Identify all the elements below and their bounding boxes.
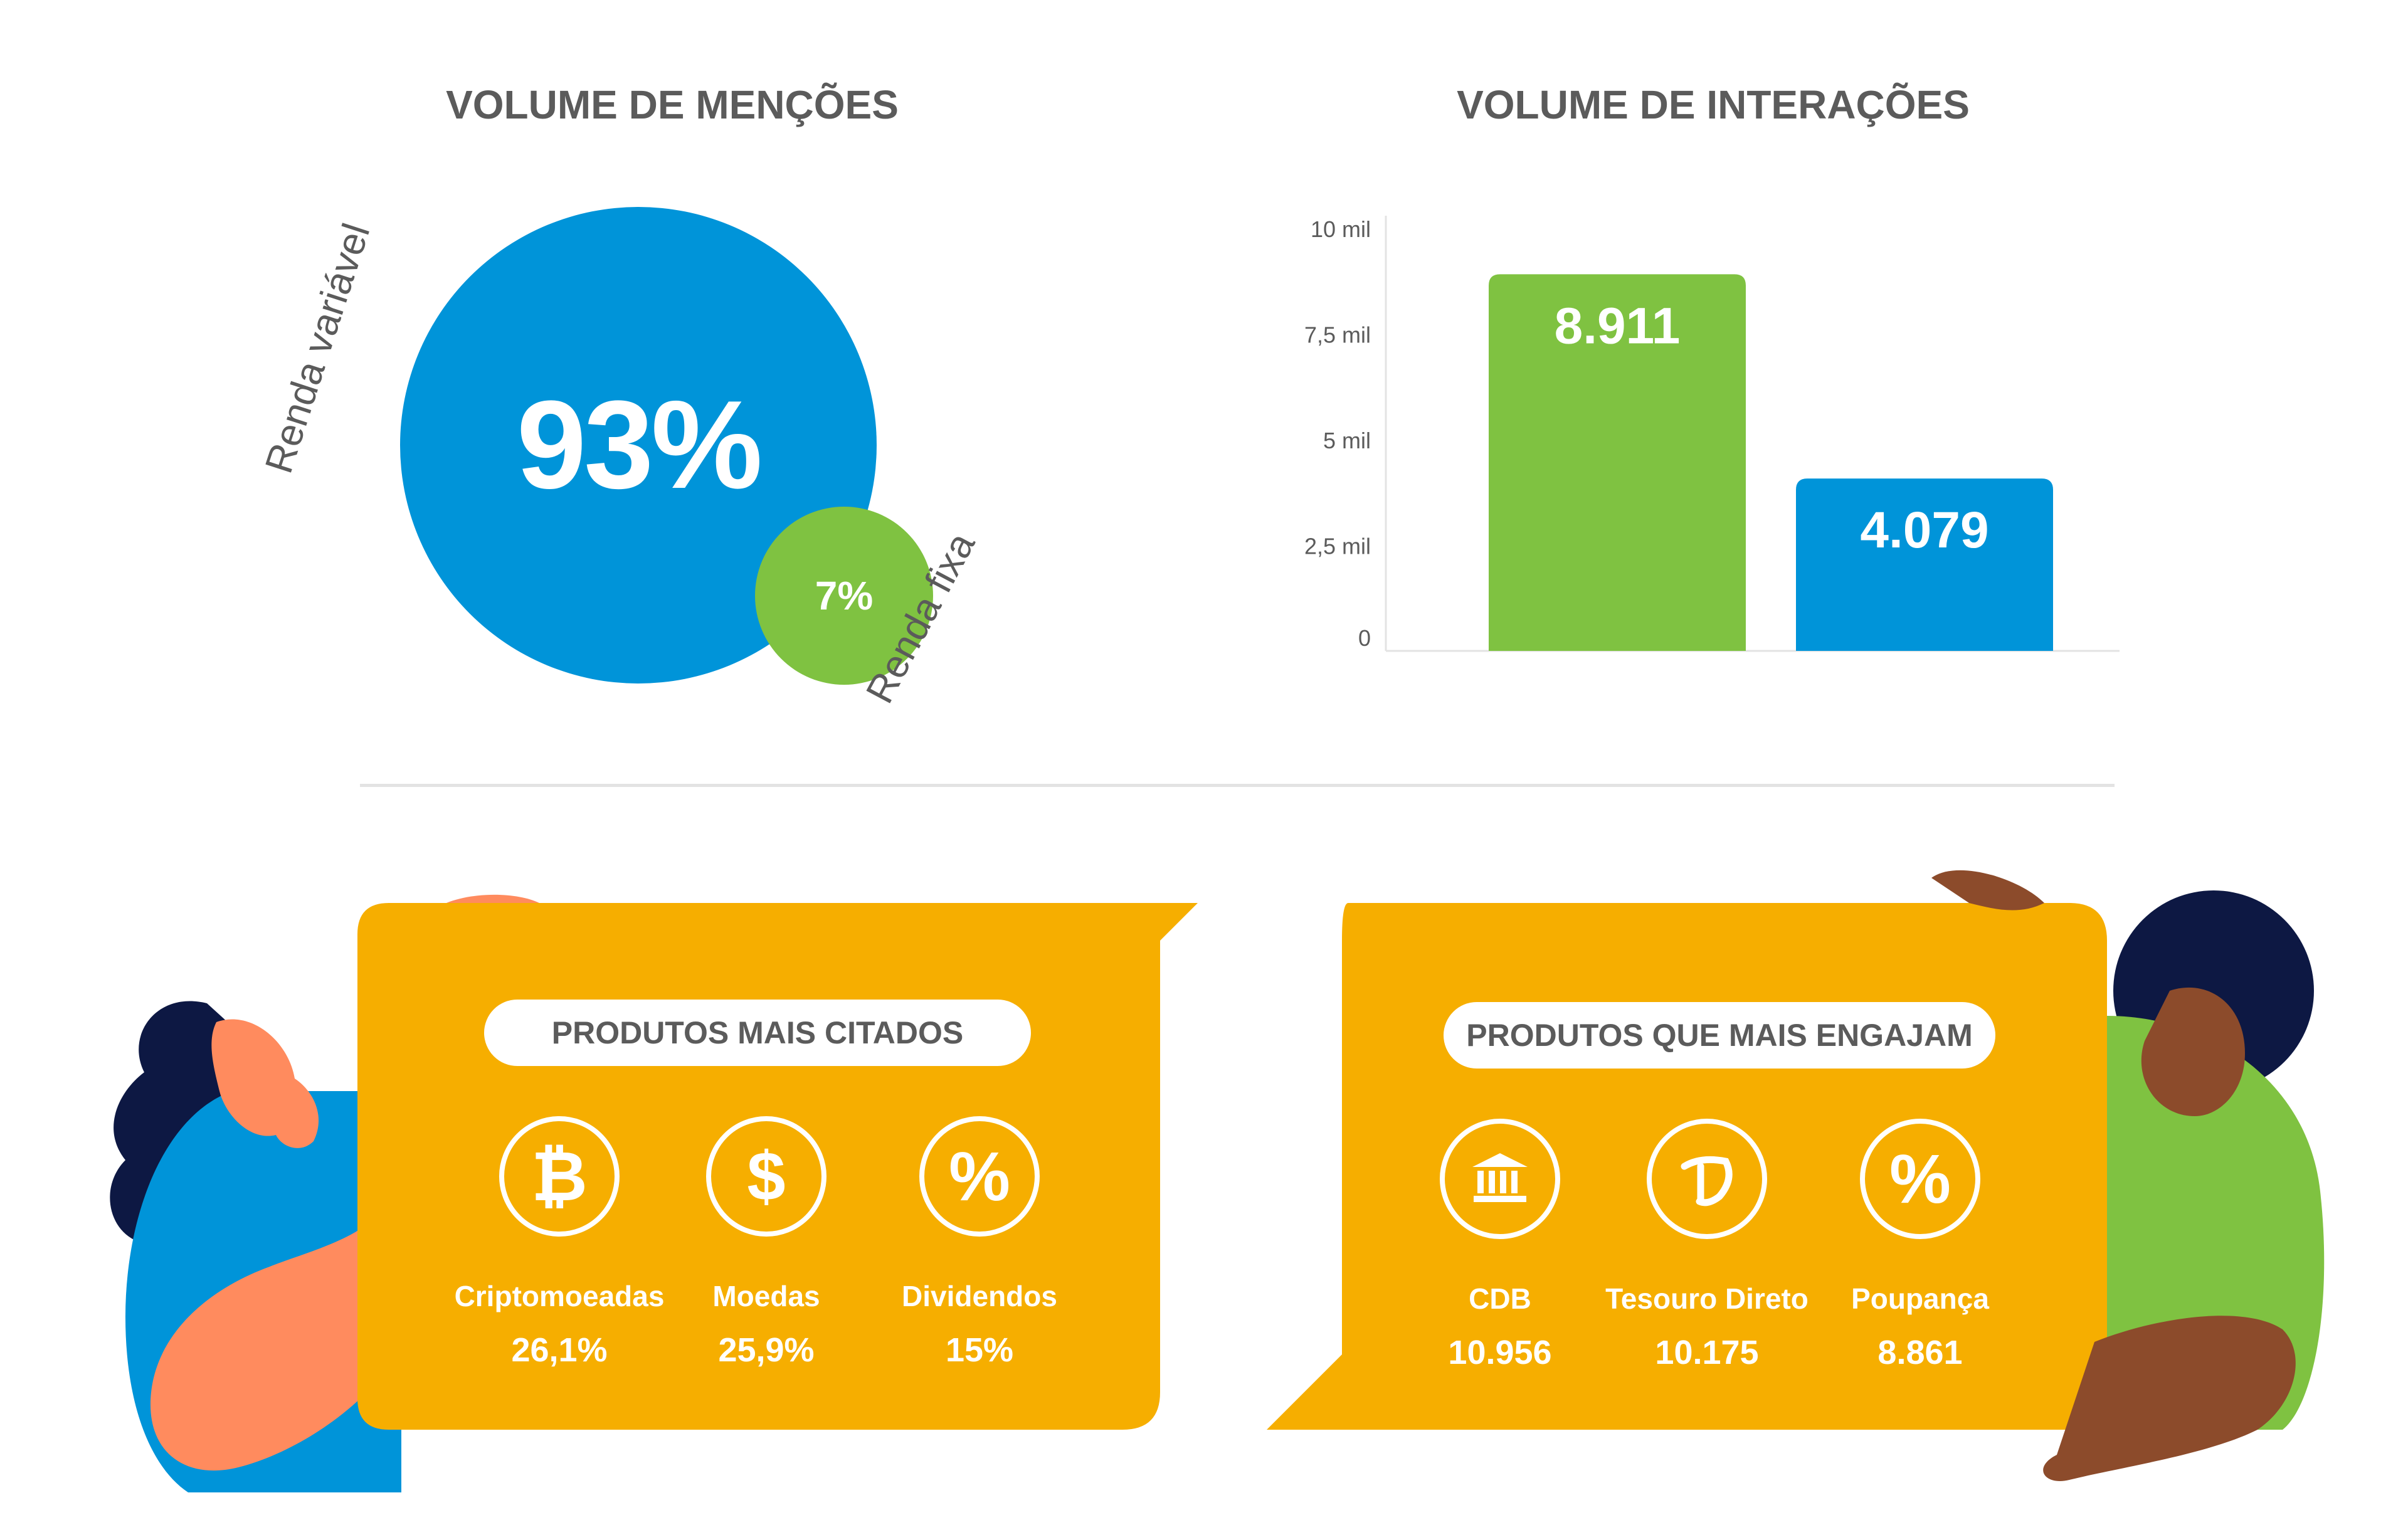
product-poupanca: % Poupança 8.861	[1801, 1119, 2039, 1372]
percent-icon: %	[919, 1116, 1040, 1237]
cited-products-title: PRODUTOS MAIS CITADOS	[484, 1000, 1031, 1066]
engaging-products-title: PRODUTOS QUE MAIS ENGAJAM	[1444, 1002, 1995, 1069]
bar-value-label: 4.079	[1860, 502, 1988, 559]
y-tick-label: 2,5 mil	[1304, 534, 1371, 559]
product-moedas: $ Moedas 25,9%	[647, 1116, 885, 1370]
product-value: 26,1%	[511, 1331, 608, 1369]
percent-icon: %	[1860, 1119, 1980, 1239]
product-name: CDB	[1469, 1282, 1531, 1315]
man-illustration	[1931, 870, 2325, 1481]
product-cdb: CDB 10.956	[1381, 1119, 1619, 1372]
product-value: 8.861	[1877, 1334, 1963, 1371]
product-value: 10.175	[1655, 1334, 1759, 1371]
bar-1	[1796, 478, 2053, 651]
product-name: Dividendos	[902, 1280, 1057, 1312]
bar-value-label: 8.911	[1555, 297, 1681, 354]
product-value: 10.956	[1448, 1334, 1552, 1371]
product-name: Moedas	[712, 1280, 820, 1312]
section-divider	[360, 784, 2115, 787]
product-value: 25,9%	[718, 1331, 815, 1369]
bank-icon	[1440, 1119, 1560, 1239]
product-name: Criptomoeadas	[454, 1280, 665, 1312]
renda-variavel-label: Renda variável	[257, 218, 379, 478]
product-criptomoedas: ₿ Criptomoeadas 26,1%	[440, 1116, 679, 1370]
y-tick-label: 0	[1358, 625, 1371, 651]
bitcoin-icon: ₿	[499, 1116, 620, 1237]
mentions-title: VOLUME DE MENÇÕES	[446, 82, 899, 127]
product-tesouro-direto: Tesouro Direto 10.175	[1588, 1119, 1826, 1372]
product-name: Poupança	[1851, 1282, 1989, 1315]
y-tick-label: 10 mil	[1311, 216, 1371, 242]
interactions-title: VOLUME DE INTERAÇÕES	[1457, 82, 1970, 127]
tesouro-direto-icon	[1647, 1119, 1767, 1239]
y-tick-label: 5 mil	[1323, 428, 1371, 453]
renda-fixa-circle: 7%	[755, 507, 933, 685]
product-value: 15%	[945, 1331, 1014, 1369]
renda-fixa-value: 7%	[815, 573, 874, 618]
renda-variavel-value: 93%	[516, 375, 763, 515]
y-tick-label: 7,5 mil	[1304, 322, 1371, 348]
renda-variavel-circle: 93%	[400, 207, 877, 683]
dollar-icon: $	[706, 1116, 826, 1237]
interactions-bar-chart: 0 2,5 mil 5 mil 7,5 mil 10 mil 8.911 4.079	[1304, 216, 2120, 652]
product-name: Tesouro Direto	[1605, 1282, 1809, 1315]
product-dividendos: % Dividendos 15%	[860, 1116, 1099, 1370]
bar-0	[1489, 274, 1746, 652]
